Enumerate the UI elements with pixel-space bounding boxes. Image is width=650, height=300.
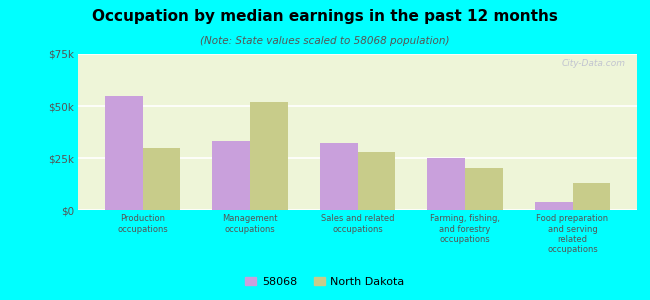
Bar xyxy=(573,183,610,210)
Text: Occupation by median earnings in the past 12 months: Occupation by median earnings in the pas… xyxy=(92,9,558,24)
Text: City-Data.com: City-Data.com xyxy=(562,59,626,68)
Bar xyxy=(358,152,395,210)
Bar xyxy=(465,168,502,210)
Legend: 58068, North Dakota: 58068, North Dakota xyxy=(240,273,410,291)
Text: (Note: State values scaled to 58068 population): (Note: State values scaled to 58068 popu… xyxy=(200,36,450,46)
Bar xyxy=(105,96,142,210)
Bar xyxy=(535,202,573,210)
Bar xyxy=(320,143,358,210)
Bar xyxy=(213,141,250,210)
Bar xyxy=(428,158,465,210)
Bar xyxy=(142,148,180,210)
Bar xyxy=(250,102,287,210)
